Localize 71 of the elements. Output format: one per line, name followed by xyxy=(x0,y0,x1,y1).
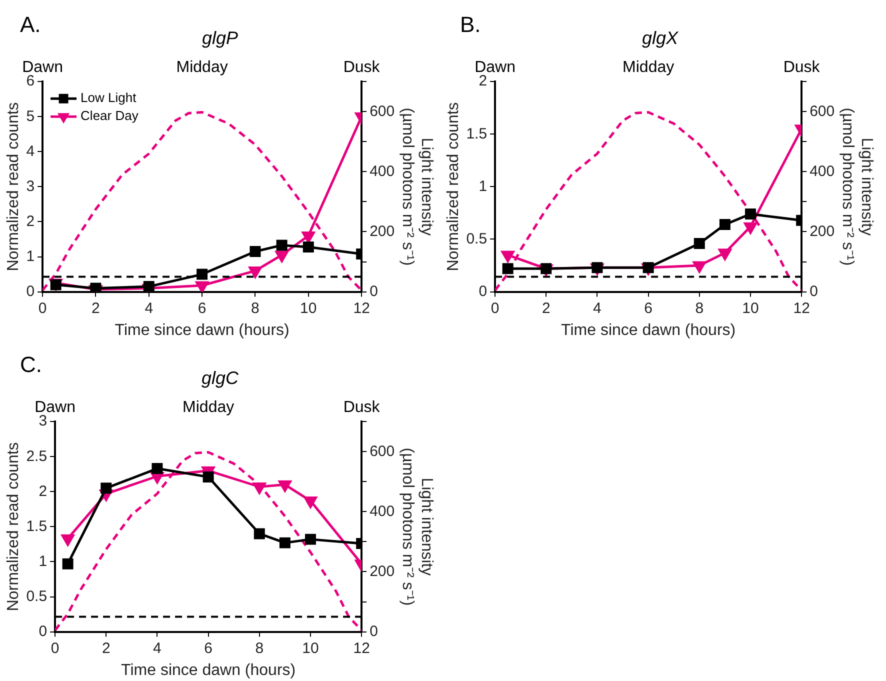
text: A. xyxy=(20,12,41,38)
chart-title: glgC xyxy=(201,368,240,388)
x-tick-label: 2 xyxy=(542,300,550,317)
y2-axis-title: Light intensity (µmol photons m⁻² s⁻¹) xyxy=(398,448,435,606)
y-tick-label: 2 xyxy=(38,482,48,500)
y-tick-label: 3 xyxy=(26,178,35,195)
text: B. xyxy=(460,12,481,38)
y-tick-label: 4 xyxy=(26,142,35,160)
y-tick-label: 2 xyxy=(26,212,35,230)
y2-tick-label: 600 xyxy=(810,102,835,120)
x-tick-label: 8 xyxy=(255,640,264,657)
y-tick-label: 5 xyxy=(26,108,35,125)
x-tick-label: 4 xyxy=(144,300,154,317)
x-tick-label: 6 xyxy=(198,300,206,317)
x-axis-title: Time since dawn (hours) xyxy=(114,322,290,339)
x-tick-label: 12 xyxy=(353,300,370,317)
chart-title: glgX xyxy=(642,28,680,48)
y2-tick-label: 400 xyxy=(810,162,835,180)
y-tick-label: 2.5 xyxy=(26,448,48,465)
legend-label: Low Light xyxy=(80,90,137,106)
y-tick-label: 1 xyxy=(26,248,35,265)
x-axis-title: Time since dawn (hours) xyxy=(121,662,296,679)
x-tick-label: 4 xyxy=(153,640,162,657)
x-tick-label: 10 xyxy=(742,300,759,317)
x-axis-title: Time since dawn (hours) xyxy=(561,322,736,339)
text: Dusk xyxy=(343,399,381,416)
y2-tick-label: 200 xyxy=(810,222,835,240)
y-axis-title: Normalized read counts xyxy=(5,442,22,612)
x-tick-label: 6 xyxy=(204,640,212,657)
x-tick-label: 0 xyxy=(50,640,60,657)
y2-axis-title: Light intensity (µmol photons m⁻² s⁻¹) xyxy=(398,108,435,266)
y-axis-title: Normalized read counts xyxy=(5,102,22,272)
chart-title: glgP xyxy=(202,28,238,48)
y2-tick-label: 0 xyxy=(370,282,378,300)
y2-axis-title: Light intensity (µmol photons m⁻² s⁻¹) xyxy=(838,108,875,266)
y-tick-label: 0 xyxy=(38,622,48,640)
x-tick-label: 6 xyxy=(644,300,652,317)
x-tick-label: 10 xyxy=(300,300,317,317)
y-tick-label: 1 xyxy=(478,178,488,195)
y2-tick-label: 0 xyxy=(810,282,818,300)
y2-tick-label: 200 xyxy=(370,222,395,240)
y-tick-label: 0 xyxy=(478,282,488,300)
x-tick-label: 10 xyxy=(302,640,319,657)
y2-tick-label: 200 xyxy=(370,562,395,580)
y-tick-label: 0.5 xyxy=(26,588,48,605)
y2-tick-label: 600 xyxy=(370,102,395,120)
y-tick-label: 1 xyxy=(38,552,48,570)
y2-tick-label: 600 xyxy=(370,442,395,460)
x-tick-label: 12 xyxy=(793,300,810,317)
legend-label: Clear Day xyxy=(80,108,139,124)
text: Midday xyxy=(622,59,674,76)
x-tick-label: 0 xyxy=(490,300,500,317)
y-tick-label: 1.5 xyxy=(26,518,48,535)
y2-tick-label: 400 xyxy=(370,502,395,520)
y2-tick-label: 400 xyxy=(370,162,395,180)
x-tick-label: 8 xyxy=(251,300,260,317)
x-tick-label: 2 xyxy=(102,640,110,657)
y-tick-label: 0.5 xyxy=(466,230,488,248)
y-axis-title: Normalized read counts xyxy=(445,102,462,272)
text: Midday xyxy=(182,399,234,416)
x-tick-label: 4 xyxy=(593,300,602,317)
text: C. xyxy=(20,352,42,378)
y-tick-label: 0 xyxy=(26,282,35,300)
y2-tick-label: 0 xyxy=(370,622,378,640)
text: Dusk xyxy=(343,59,381,76)
x-tick-label: 12 xyxy=(353,640,370,657)
x-tick-label: 8 xyxy=(695,300,704,317)
text: Dusk xyxy=(783,59,821,76)
x-tick-label: 2 xyxy=(92,300,100,317)
text: Midday xyxy=(176,59,228,76)
y-tick-label: 1.5 xyxy=(466,125,488,142)
